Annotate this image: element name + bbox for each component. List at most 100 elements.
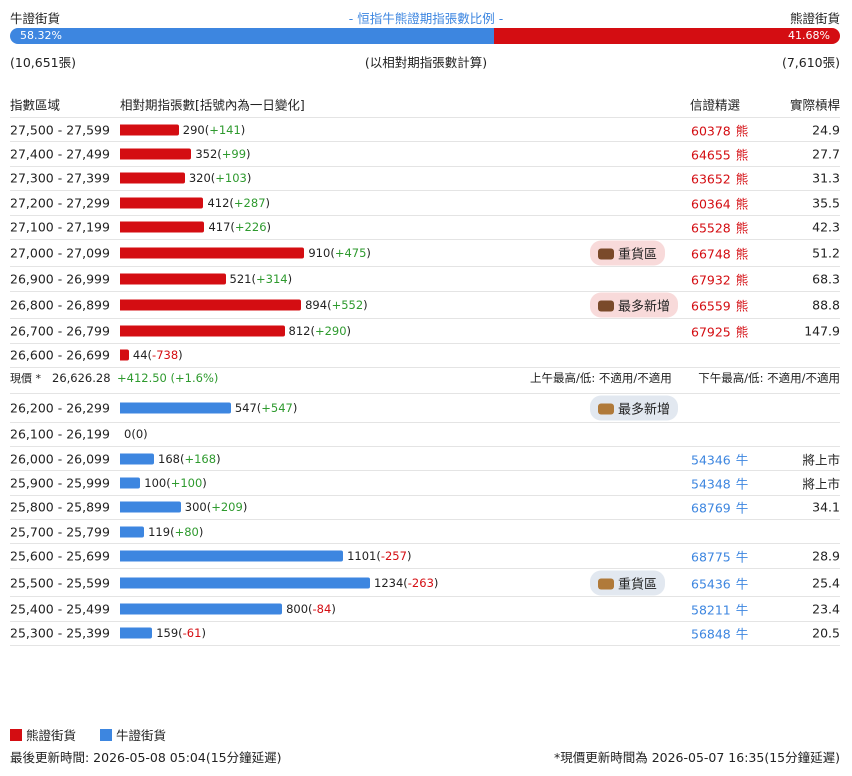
count: 910 <box>308 246 331 261</box>
am-range: 上午最高/低: 不適用/不適用 <box>530 370 672 385</box>
range: 27,500 - 27,599 <box>10 122 110 138</box>
bear-ratio-label: 41.68% <box>788 29 830 42</box>
change: (-61) <box>178 626 206 641</box>
code: 60378 熊 <box>691 120 748 139</box>
bar <box>120 627 153 639</box>
range: 26,700 - 26,799 <box>10 323 110 339</box>
bear-table: 27,500 - 27,599 290(+141) 60378 熊 24.9 27,400… <box>0 118 840 369</box>
count: 1101 <box>347 549 377 564</box>
count: 44 <box>132 348 148 363</box>
legend-label: 熊證街貨 <box>26 728 77 743</box>
badge-text: 重貨區 <box>618 577 658 593</box>
code-number: 67932 <box>691 272 731 288</box>
row: 27,200 - 27,299 412(+287) 60364 熊 35.5 <box>10 191 840 216</box>
bar <box>120 221 205 233</box>
leverage: 28.9 <box>812 548 840 564</box>
change: (+314) <box>251 272 293 287</box>
bull-label: 牛證街貨 <box>10 11 61 26</box>
leverage: 88.8 <box>812 297 840 313</box>
row: 27,400 - 27,499 352(+99) 64655 熊 27.7 <box>10 142 840 167</box>
leverage: 51.2 <box>812 245 840 261</box>
updated: 最後更新時間: 2026-05-08 05:04(15分鐘延遲) <box>10 750 282 765</box>
row: 26,700 - 26,799 812(+290) 67925 熊 147.9 <box>10 319 840 344</box>
legend-swatch <box>100 729 112 741</box>
bar <box>120 402 231 414</box>
badge: 最多新增 <box>590 292 679 318</box>
range: 26,800 - 26,899 <box>10 297 110 313</box>
count: 168 <box>158 451 180 466</box>
bar <box>120 453 155 465</box>
code-kind: 牛 <box>735 549 749 565</box>
code-number: 54348 <box>691 476 731 492</box>
row: 25,700 - 25,799 119(+80) <box>10 520 840 545</box>
leverage: 31.3 <box>812 170 840 186</box>
badge: 重貨區 <box>590 570 666 596</box>
range: 25,700 - 25,799 <box>10 524 110 540</box>
column: 相對期指張數[括號內為一日變化] <box>120 97 305 112</box>
count: 412 <box>207 195 230 210</box>
code-number: 66559 <box>691 298 731 314</box>
price-row: 現價 * 26,626.28 +412.50 (+1.6%) 上午最高/低: 不… <box>10 362 840 394</box>
range: 27,200 - 27,299 <box>10 195 110 211</box>
bar <box>120 603 283 615</box>
count: 159 <box>156 626 179 641</box>
bar <box>120 124 179 136</box>
code: 60364 熊 <box>691 193 748 212</box>
change: (+547) <box>256 400 298 415</box>
code: 54348 牛 <box>691 473 748 492</box>
badge: 重貨區 <box>590 240 666 266</box>
price-label: 現價 * <box>10 371 41 385</box>
count-label: 0(0) <box>124 427 148 441</box>
leverage: 23.4 <box>812 601 840 617</box>
footer-note: *現價更新時間為 2026-05-07 16:35(15分鐘延遲) <box>553 750 840 765</box>
code: 67932 熊 <box>691 270 748 289</box>
price-change: +412.50 (+1.6%) <box>117 370 219 385</box>
code-kind: 熊 <box>735 272 749 288</box>
code: 66559 熊 <box>691 296 748 315</box>
badge-icon <box>598 578 614 590</box>
code-kind: 熊 <box>735 196 749 212</box>
bar <box>120 299 302 311</box>
code-kind: 牛 <box>735 452 749 468</box>
code-kind: 熊 <box>735 298 749 314</box>
count-label: 412(+287) <box>207 196 270 210</box>
leverage: 35.5 <box>812 195 840 211</box>
change: (+99) <box>217 147 251 162</box>
column: 實際槓桿 <box>789 97 840 112</box>
bar <box>120 197 204 209</box>
range: 26,000 - 26,099 <box>10 451 110 467</box>
range: 27,000 - 27,099 <box>10 245 110 261</box>
code-kind: 牛 <box>735 500 749 516</box>
bull-ratio: 58.32% <box>10 28 495 44</box>
code-kind: 牛 <box>735 626 749 642</box>
change: (-84) <box>308 602 336 617</box>
leverage: 將上市 <box>802 476 840 492</box>
code-number: 64655 <box>691 147 731 163</box>
code: 65528 熊 <box>691 218 748 237</box>
leverage: 147.9 <box>804 323 840 339</box>
change: (0) <box>131 427 148 442</box>
bull-table: 26,200 - 26,299 547(+547) 最多新增 26,100 - 26,… <box>0 394 840 647</box>
count: 800 <box>286 602 309 617</box>
ratio-note: (以相對期指張數計算) <box>364 55 488 70</box>
count-label: 290(+141) <box>183 123 246 137</box>
change: (-263) <box>403 575 439 590</box>
change: (+226) <box>230 220 272 235</box>
count-label: 812(+290) <box>289 324 352 338</box>
leverage: 24.9 <box>812 122 840 138</box>
bar <box>120 550 344 562</box>
code-kind: 熊 <box>735 246 749 262</box>
bull-ratio-label: 58.32% <box>20 29 62 42</box>
code-kind: 牛 <box>735 476 749 492</box>
row: 27,000 - 27,099 910(+475) 重貨區 66748 熊 51.2 <box>10 240 840 268</box>
row: 25,800 - 25,899 300(+209) 68769 牛 34.1 <box>10 496 840 521</box>
code: 65436 牛 <box>691 573 748 592</box>
code-kind: 熊 <box>735 324 749 340</box>
column: 指數區域 <box>10 97 61 112</box>
count: 0 <box>124 427 132 442</box>
count: 521 <box>229 272 252 287</box>
code: 66748 熊 <box>691 244 748 263</box>
row: 25,600 - 25,699 1101(-257) 68775 牛 28.9 <box>10 544 840 569</box>
leverage: 25.4 <box>812 575 840 591</box>
title: - 恒指牛熊證期指張數比例 - <box>348 11 504 26</box>
